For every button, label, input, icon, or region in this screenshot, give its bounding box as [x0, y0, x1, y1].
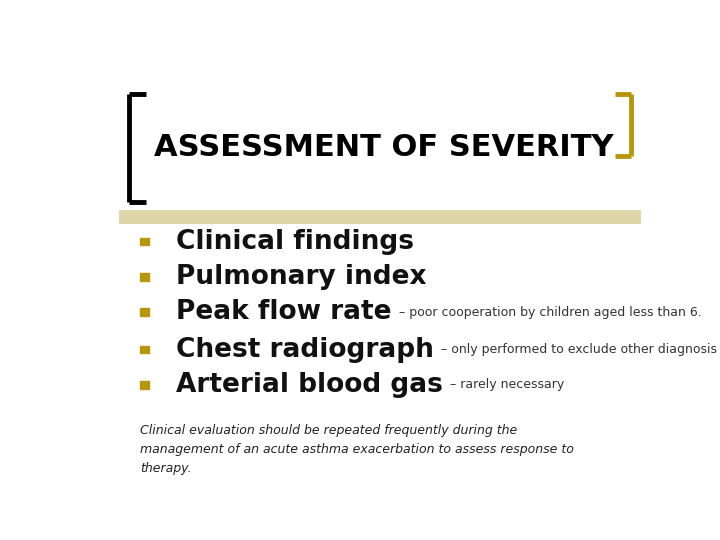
Text: ASSESSMENT OF SEVERITY: ASSESSMENT OF SEVERITY	[154, 133, 613, 163]
Bar	[140, 238, 149, 245]
Text: Arterial blood gas: Arterial blood gas	[176, 372, 444, 398]
Text: – poor cooperation by children aged less than 6.: – poor cooperation by children aged less…	[395, 306, 701, 319]
Text: Chest radiograph: Chest radiograph	[176, 336, 434, 363]
Text: Peak flow rate: Peak flow rate	[176, 299, 392, 325]
Text: Clinical evaluation should be repeated frequently during the
management of an ac: Clinical evaluation should be repeated f…	[140, 424, 574, 475]
Text: Pulmonary index: Pulmonary index	[176, 264, 427, 290]
Text: – only performed to exclude other diagnosis: – only performed to exclude other diagno…	[437, 343, 717, 356]
Bar	[140, 346, 149, 353]
Bar	[140, 381, 149, 389]
Bar	[140, 308, 149, 316]
Text: Clinical findings: Clinical findings	[176, 228, 415, 254]
Text: – rarely necessary: – rarely necessary	[446, 379, 564, 392]
Bar	[140, 273, 149, 281]
